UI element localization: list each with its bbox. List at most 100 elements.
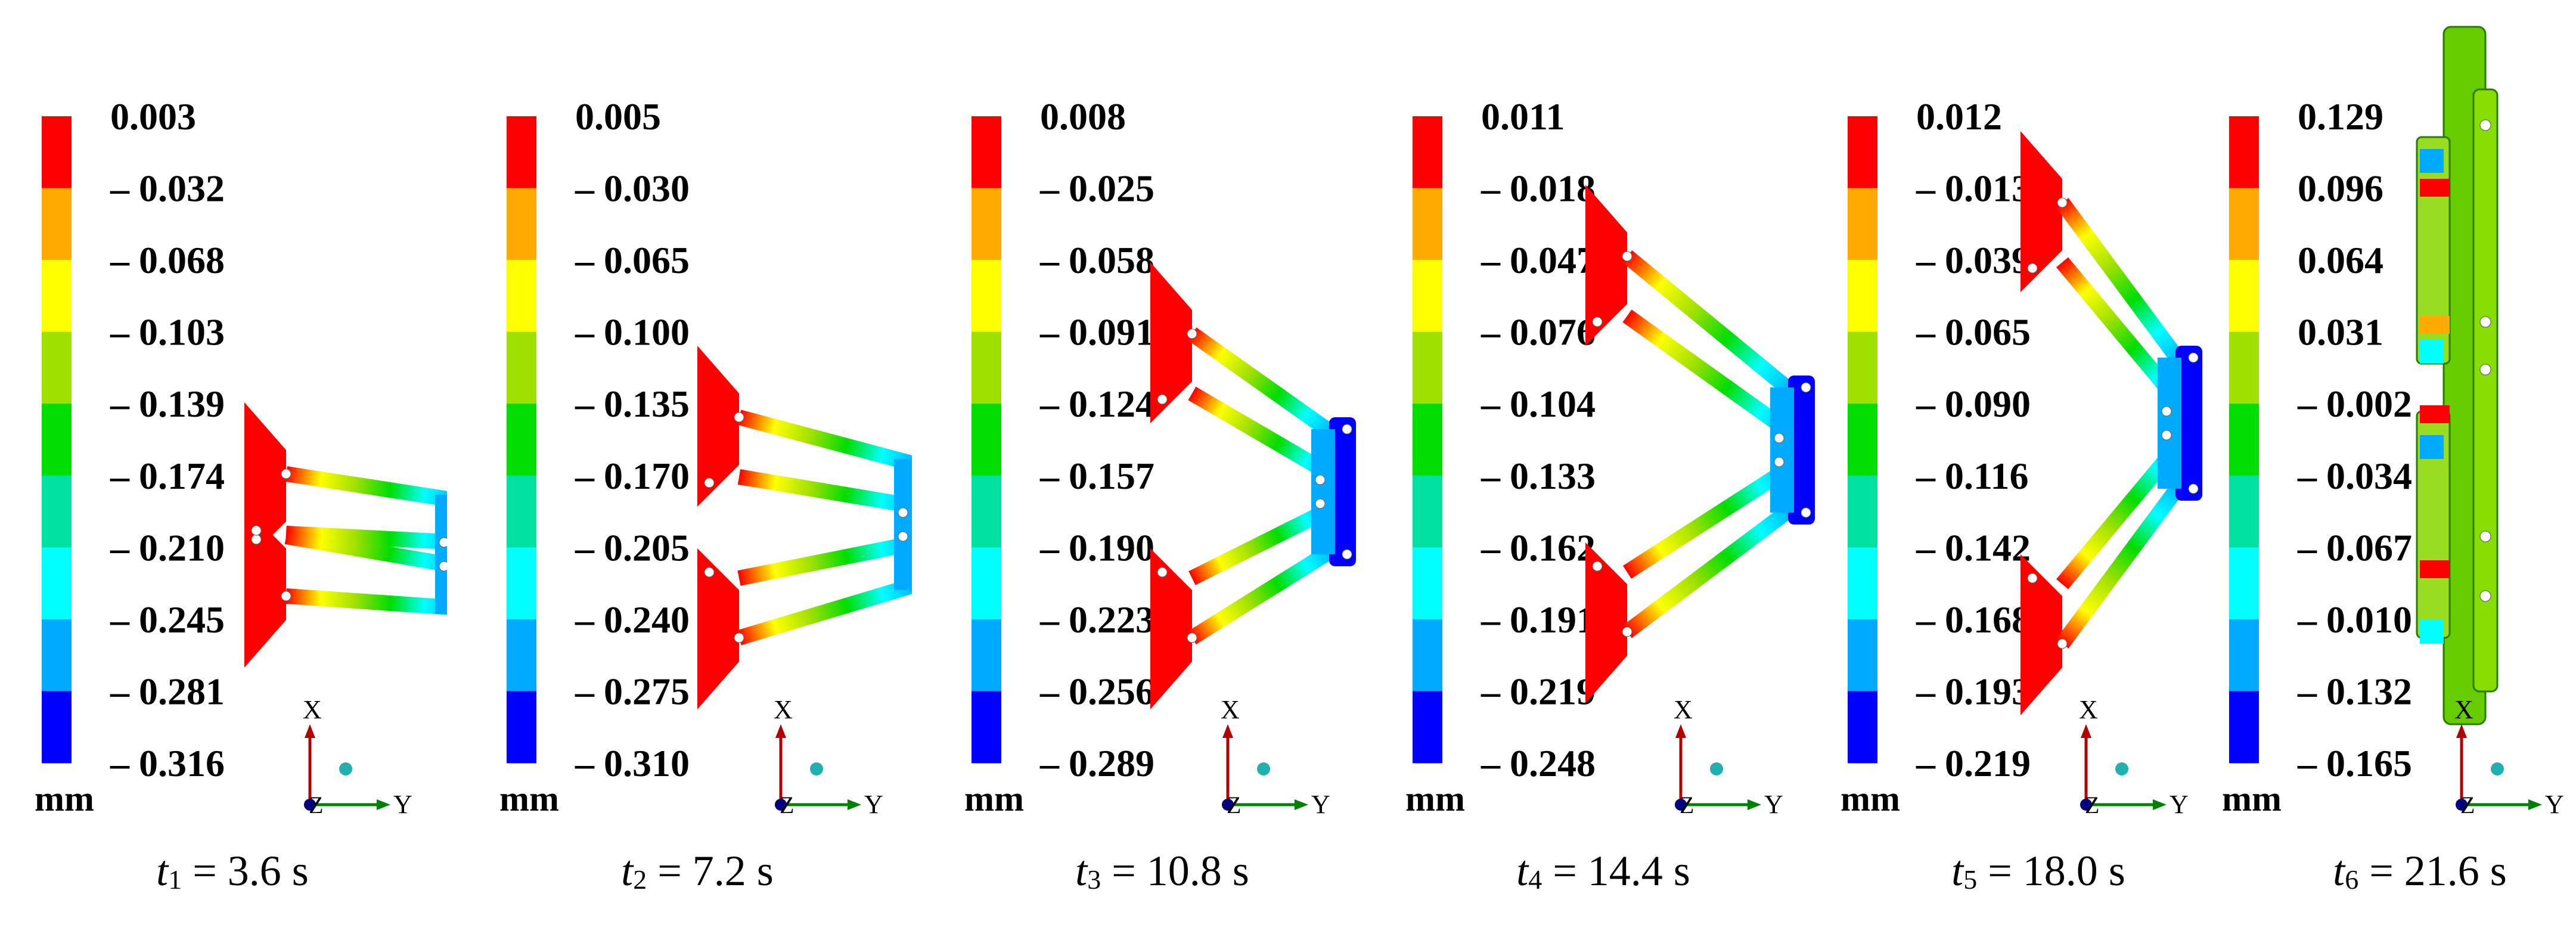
colorbar-tick-label: – 0.103 (110, 311, 225, 353)
pin-hole (439, 537, 447, 548)
time-caption-t4: t4 = 14.4 s (1516, 847, 1690, 895)
z-axis-label: Z (1227, 792, 1241, 818)
z-axis-dot (1675, 799, 1687, 811)
colorbar-tick-label: – 0.275 (575, 670, 690, 712)
colorbar-segment (2229, 475, 2259, 548)
hotspot (2420, 560, 2450, 578)
end-block-top (2021, 131, 2062, 292)
colorbar-segment (42, 116, 72, 189)
unit-label: mm (1405, 779, 1465, 818)
y-axis-label: Y (864, 790, 883, 819)
colorbar-tick-label: – 0.133 (1481, 455, 1596, 497)
pin-hole (1774, 433, 1784, 443)
coldspot (2420, 340, 2444, 364)
link-lower-b (2056, 478, 2188, 649)
x-axis-label: X (1221, 695, 1240, 724)
colorbar-segment (42, 475, 72, 548)
pin-hole (251, 534, 262, 545)
link-upper-a (1622, 250, 1799, 400)
colorbar-tick-label: – 0.065 (1916, 311, 2031, 353)
colorbar-segment (1848, 404, 1877, 476)
y-axis-label: Y (2170, 790, 2189, 819)
colorbar-tick-label: – 0.013 (1916, 167, 2031, 210)
y-axis-label: Y (1311, 790, 1330, 819)
pin-hole (2188, 352, 2199, 363)
colorbar-tick-label: 0.129 (2298, 95, 2383, 138)
colorbar-tick-label: – 0.219 (1481, 670, 1596, 712)
colorbar-tick-label: – 0.223 (1039, 598, 1154, 641)
unit-label: mm (35, 779, 94, 818)
coldspot (2420, 435, 2444, 459)
colorbar-segment (2229, 260, 2259, 333)
y-axis-label: Y (393, 790, 412, 819)
pin-hole (1187, 632, 1197, 643)
colorbar-segment (1848, 116, 1877, 189)
colorbar-segment (2229, 331, 2259, 404)
pin-hole (1187, 328, 1197, 339)
z-axis-dot (775, 799, 787, 811)
center-block-edge (435, 495, 447, 614)
colorbar-segment (507, 619, 536, 691)
colorbar-tick-label: – 0.124 (1039, 383, 1154, 425)
colorbar-tick-label: – 0.090 (1916, 383, 2031, 425)
y-axis-arrowhead (1748, 799, 1761, 810)
colorbar-tick-label: – 0.165 (2297, 742, 2412, 784)
pin-hole (2027, 263, 2038, 274)
link-lower-b (285, 588, 447, 615)
colorbar-tick-label: – 0.248 (1481, 742, 1596, 784)
colorbar-segment (1848, 260, 1877, 333)
x-axis-arrowhead (2081, 724, 2091, 738)
colorbar-tick-label: – 0.281 (110, 670, 225, 712)
x-axis-arrowhead (305, 724, 315, 738)
y-axis-arrowhead (2153, 799, 2167, 810)
pin-hole (1315, 498, 1326, 509)
x-axis-arrowhead (1222, 724, 1233, 738)
pin-hole (1592, 561, 1603, 572)
colorbar-tick-label: 0.012 (1916, 95, 2002, 138)
colorbar-segment (2229, 188, 2259, 260)
pin-hole (2479, 119, 2491, 131)
colorbar-tick-label: – 0.065 (575, 239, 690, 281)
colorbar-tick-label: – 0.256 (1039, 670, 1154, 712)
colorbar-segment (1848, 619, 1877, 691)
colorbar-tick-label: – 0.245 (110, 598, 225, 641)
z-axis-label: Z (309, 792, 323, 818)
center-block (1788, 376, 1815, 525)
end-block-top (697, 346, 739, 507)
view-sphere (1257, 762, 1270, 775)
panel-t1: 0.003 – 0.032 – 0.068 – 0.103 – 0.139 – 0.174… (18, 0, 447, 940)
pin-hole (1315, 474, 1326, 485)
colorbar-segment (2229, 691, 2259, 764)
time-caption-t6: t6 = 21.6 s (2333, 847, 2507, 895)
colorbar-segment (42, 691, 72, 764)
colorbar-segment (507, 691, 536, 764)
coldspot (2420, 149, 2444, 173)
colorbar-segment (1413, 619, 1442, 691)
z-axis-dot (304, 799, 316, 811)
time-caption-t5: t5 = 18.0 s (1951, 847, 2125, 895)
colorbar-tick-label: – 0.142 (1916, 526, 2031, 569)
pin-hole (1801, 507, 1811, 518)
colorbar-segment (42, 619, 72, 691)
colorbar-segment (2229, 547, 2259, 620)
colorbar-segment (972, 116, 1001, 189)
link-lower-a (284, 529, 447, 572)
colorbar-segment (972, 547, 1001, 620)
z-axis-label: Z (780, 792, 794, 818)
deformation-model-t4: X Y Z (1585, 185, 1815, 819)
colorbar-segment (507, 116, 536, 189)
colorbar-tick-label: 0.031 (2298, 311, 2383, 353)
end-block-bottom (2021, 554, 2062, 715)
pin-hole (2479, 531, 2491, 542)
pin-hole (1622, 626, 1632, 637)
colorbar-segment (972, 404, 1001, 476)
colorbar-tick-label: – 0.047 (1481, 239, 1596, 281)
x-axis-label: X (2454, 695, 2473, 724)
x-axis-arrowhead (775, 724, 786, 738)
colorbar-t6: 0.129 0.096 0.064 0.031 – 0.002 – 0.034 – 0.06… (2222, 95, 2412, 818)
colorbar-tick-label: – 0.039 (1916, 239, 2031, 281)
pin-hole (898, 507, 908, 518)
pin-hole (2027, 573, 2038, 584)
colorbar-segment (507, 260, 536, 333)
colorbar-tick-label: 0.008 (1040, 95, 1126, 138)
